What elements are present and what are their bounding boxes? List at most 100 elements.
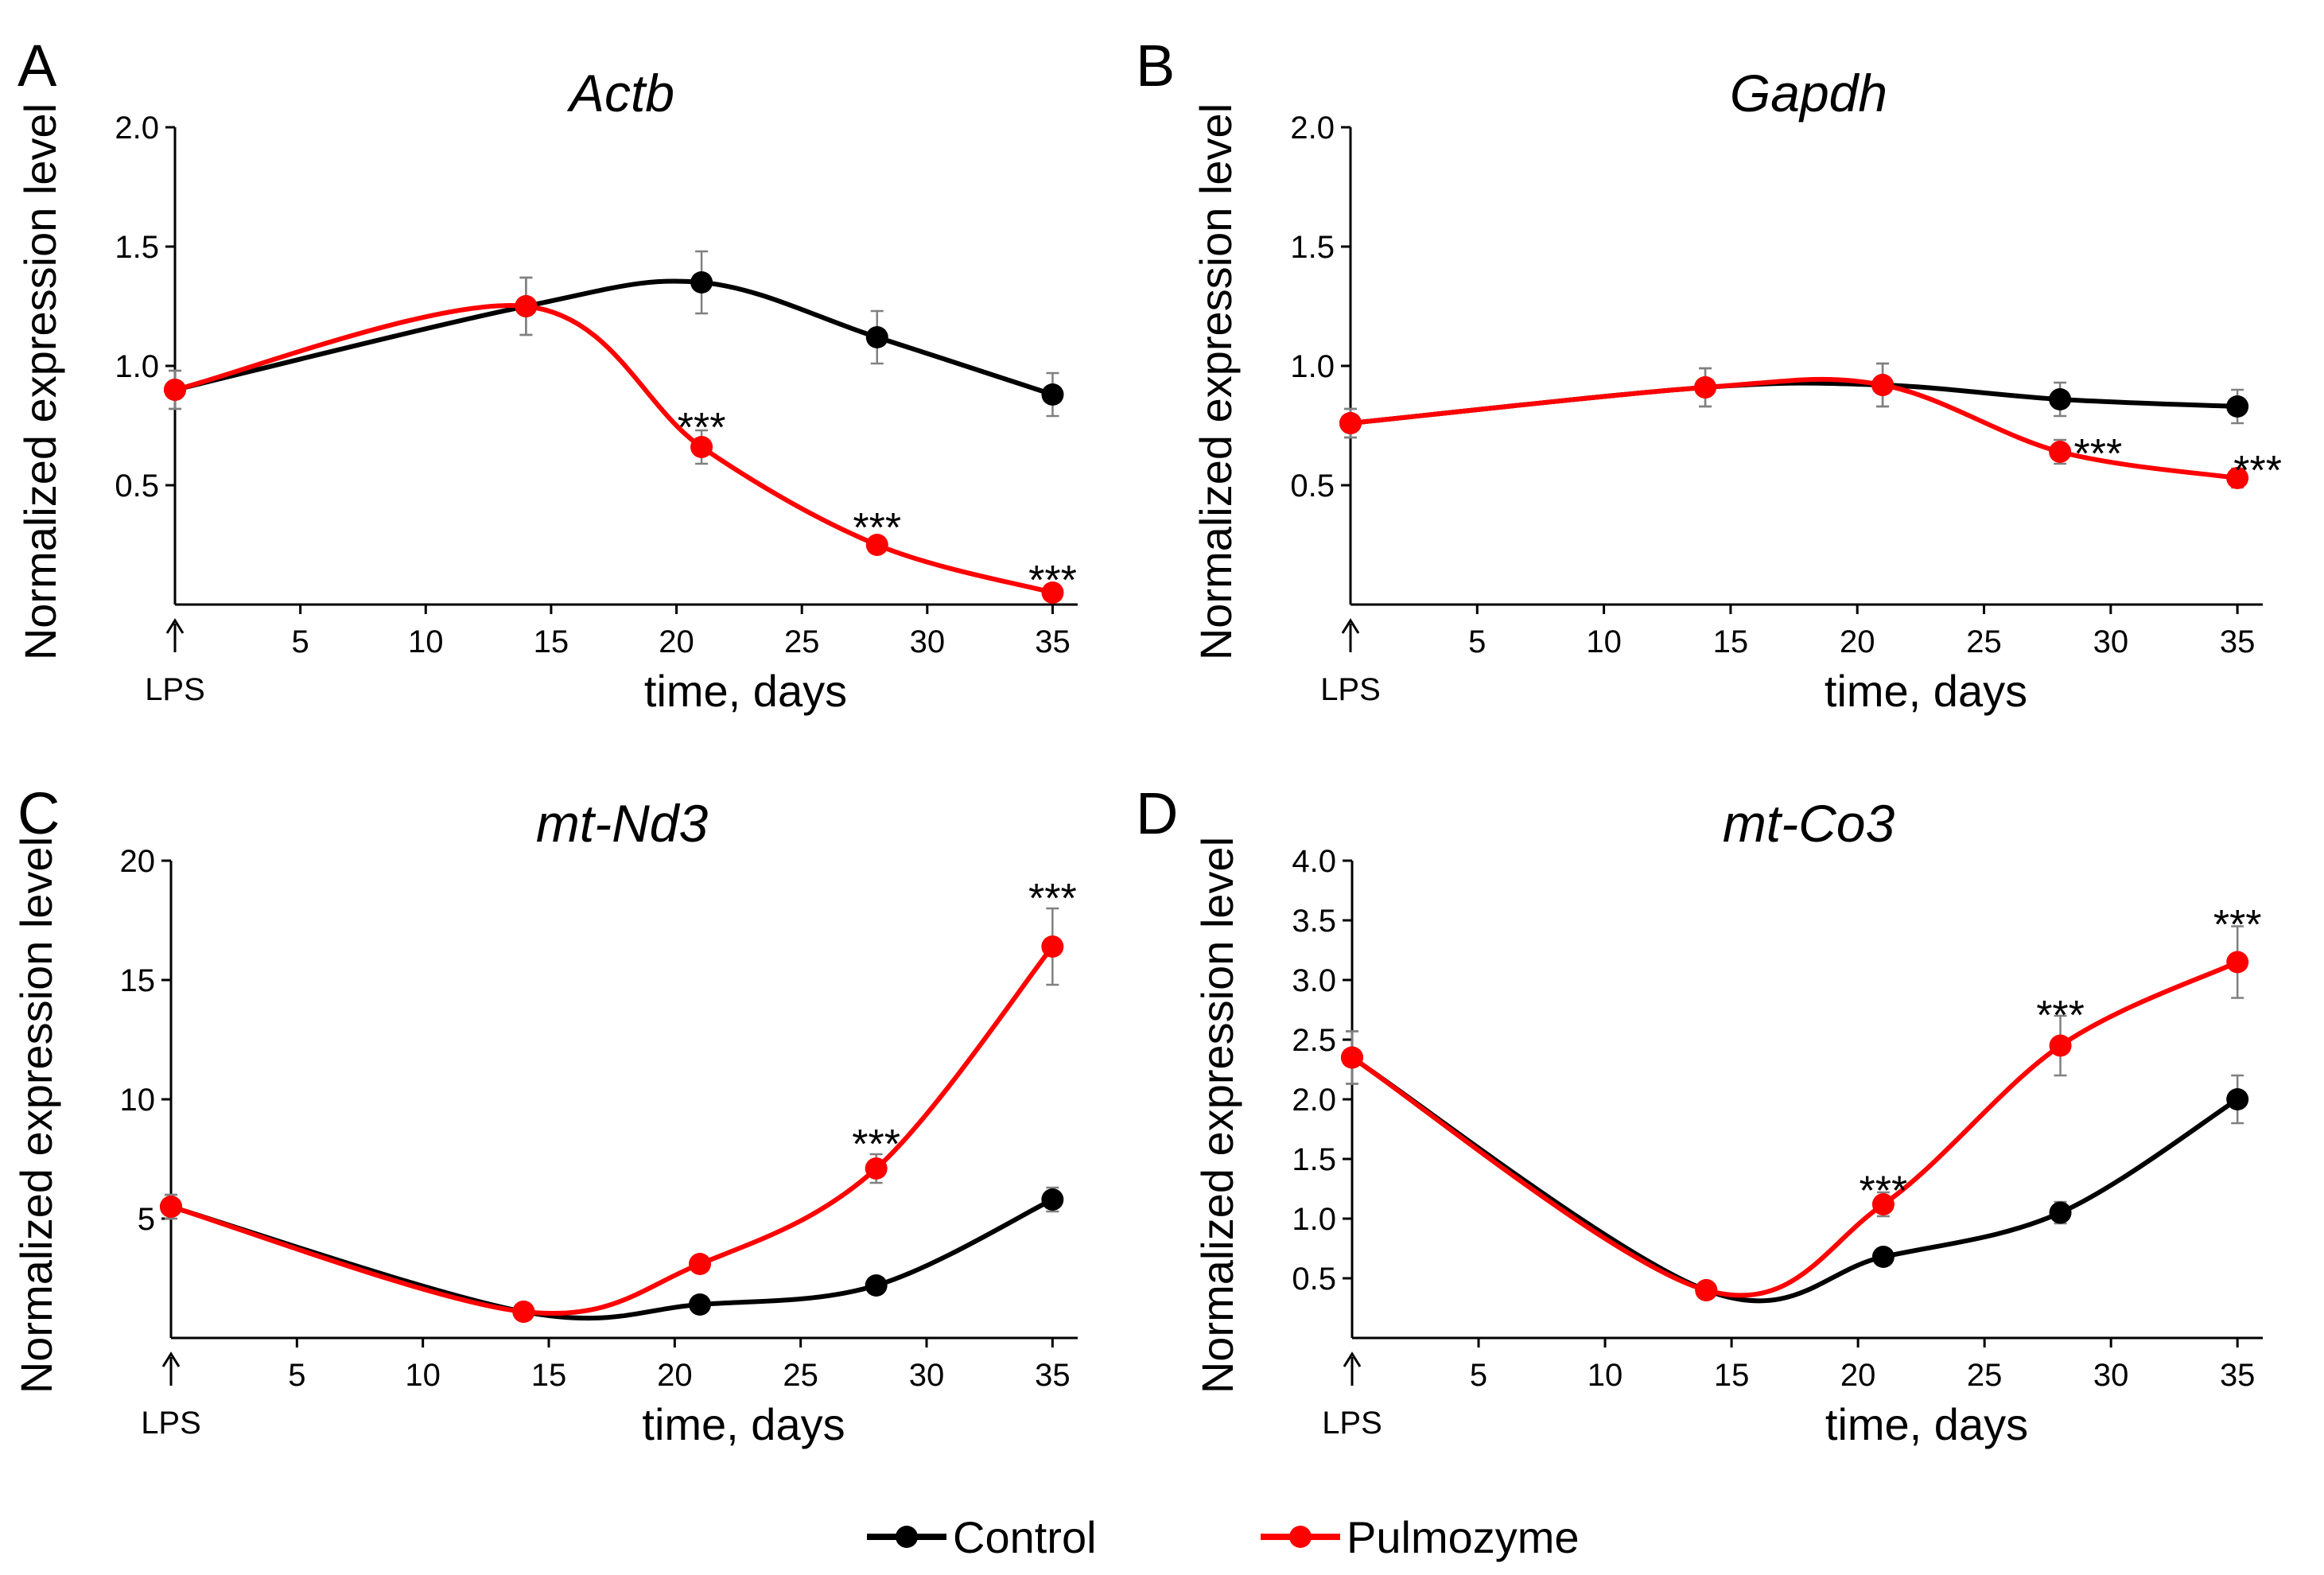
- x-axis-label: time, days: [1825, 666, 2027, 716]
- series-control: [164, 250, 1064, 418]
- panel-a: A Actb 0.5 1.0 1.5 2.0 5 10 15 20 25 30 35 LPS time, d…: [15, 33, 1078, 716]
- data-point-control: [2049, 1201, 2072, 1224]
- data-point-pulmozyme: [1694, 376, 1717, 399]
- panel-letter: D: [1136, 780, 1178, 846]
- data-point-control: [1041, 383, 1064, 406]
- x-tick-label: 5: [1470, 1358, 1487, 1393]
- x-tick-label: 20: [657, 1358, 693, 1393]
- legend-control-label: Control: [953, 1512, 1097, 1562]
- series-pulmozyme: [1339, 362, 2249, 489]
- series-line-control: [174, 278, 1054, 397]
- panel-letter: B: [1136, 33, 1175, 99]
- y-tick-label: 15: [120, 963, 156, 998]
- y-tick-label: 2.0: [1290, 111, 1335, 146]
- panels: A Actb 0.5 1.0 1.5 2.0 5 10 15 20 25 30 35 LPS time, d…: [11, 33, 2282, 1449]
- series-line-control: [1350, 1055, 2239, 1304]
- data-point-control: [1871, 1246, 1895, 1268]
- x-axis-label: time, days: [1825, 1399, 2028, 1449]
- x-tick-label: 10: [1588, 1358, 1623, 1393]
- y-axis-label: Normalized expression level: [11, 837, 61, 1394]
- y-tick-label: 1.5: [1290, 230, 1335, 265]
- series-control: [160, 1186, 1064, 1323]
- series-line-pulmozyme: [170, 945, 1055, 1316]
- x-tick-label: 30: [2093, 1358, 2129, 1393]
- data-point-pulmozyme: [1339, 412, 1362, 434]
- series-line-pulmozyme: [1350, 959, 2239, 1298]
- series-control: [1339, 362, 2249, 439]
- data-point-pulmozyme: [1871, 1193, 1895, 1215]
- x-tick-label: 35: [1035, 624, 1071, 659]
- data-point-pulmozyme: [2226, 951, 2249, 974]
- x-tick-label: 25: [1966, 624, 2002, 659]
- x-tick-label: 30: [910, 624, 946, 659]
- x-tick-label: 30: [2093, 624, 2129, 659]
- chart-title: mt-Co3: [1723, 794, 1895, 853]
- lps-label: LPS: [1322, 1406, 1382, 1441]
- significance-annotation: ***: [852, 1122, 900, 1168]
- x-tick-label: 15: [1714, 1358, 1750, 1393]
- x-tick-label: 10: [1586, 624, 1622, 659]
- data-point-control: [689, 1293, 711, 1316]
- legend-pulmozyme-label: Pulmozyme: [1347, 1512, 1580, 1562]
- data-point-pulmozyme: [512, 1301, 535, 1323]
- significance-annotation: ***: [2036, 993, 2085, 1039]
- y-tick-label: 3.5: [1292, 904, 1336, 939]
- y-tick-label: 2.0: [115, 111, 159, 146]
- y-axis-label: Normalized expression level: [15, 103, 65, 660]
- lps-label: LPS: [145, 672, 205, 707]
- data-point-pulmozyme: [865, 1157, 888, 1180]
- series-pulmozyme: [160, 907, 1064, 1323]
- series-pulmozyme: [1341, 925, 2249, 1301]
- data-point-pulmozyme: [1341, 1046, 1363, 1069]
- y-tick-label: 0.5: [1290, 469, 1335, 504]
- lps-arrowhead-icon: [165, 618, 185, 634]
- y-tick-label: 2.0: [1292, 1083, 1336, 1118]
- lps-label: LPS: [1320, 672, 1381, 707]
- y-axis-label: Normalized expression level: [1192, 837, 1242, 1394]
- x-tick-label: 25: [784, 624, 820, 659]
- data-point-pulmozyme: [2049, 441, 2072, 463]
- series-pulmozyme: [164, 276, 1064, 604]
- significance-annotation: ***: [1860, 1169, 1908, 1215]
- data-point-control: [690, 271, 713, 294]
- lps-arrowhead-icon: [1341, 618, 1360, 634]
- data-point-pulmozyme: [160, 1196, 182, 1218]
- x-tick-label: 35: [2220, 1358, 2256, 1393]
- series-line-pulmozyme: [1350, 376, 2238, 480]
- panel-b: B Gapdh 0.5 1.0 1.5 2.0 5 10 15 20 25 30 35 LPS time, …: [1136, 33, 2282, 716]
- data-point-pulmozyme: [164, 379, 186, 401]
- significance-annotation: ***: [853, 505, 901, 551]
- x-axis-label: time, days: [642, 1399, 845, 1449]
- data-point-control: [2049, 388, 2072, 410]
- y-tick-label: 4.0: [1292, 844, 1336, 879]
- x-tick-label: 5: [288, 1358, 305, 1393]
- y-tick-label: 1.0: [115, 349, 159, 384]
- series-line-pulmozyme: [174, 303, 1054, 595]
- data-point-control: [1041, 1188, 1064, 1211]
- x-tick-label: 10: [405, 1358, 441, 1393]
- y-tick-label: 2.5: [1292, 1023, 1336, 1058]
- data-point-pulmozyme: [865, 534, 888, 556]
- data-point-pulmozyme: [1871, 374, 1895, 396]
- data-point-pulmozyme: [2049, 1034, 2072, 1057]
- data-point-pulmozyme: [689, 1253, 711, 1275]
- y-tick-label: 1.5: [1292, 1142, 1336, 1177]
- legend-control-marker: [896, 1526, 918, 1548]
- lps-arrowhead-icon: [161, 1351, 181, 1367]
- panel-letter: A: [17, 33, 57, 99]
- y-tick-label: 5: [138, 1202, 155, 1237]
- x-tick-label: 15: [534, 624, 569, 659]
- x-axis-label: time, days: [644, 666, 847, 716]
- significance-annotation: ***: [1028, 876, 1077, 922]
- x-tick-label: 35: [2220, 624, 2256, 659]
- chart-title: Actb: [566, 64, 674, 122]
- y-tick-label: 10: [120, 1083, 156, 1118]
- significance-annotation: ***: [2233, 448, 2282, 494]
- data-point-pulmozyme: [2226, 467, 2249, 489]
- data-point-pulmozyme: [690, 436, 713, 458]
- chart-title: Gapdh: [1730, 64, 1887, 122]
- x-tick-label: 5: [1468, 624, 1486, 659]
